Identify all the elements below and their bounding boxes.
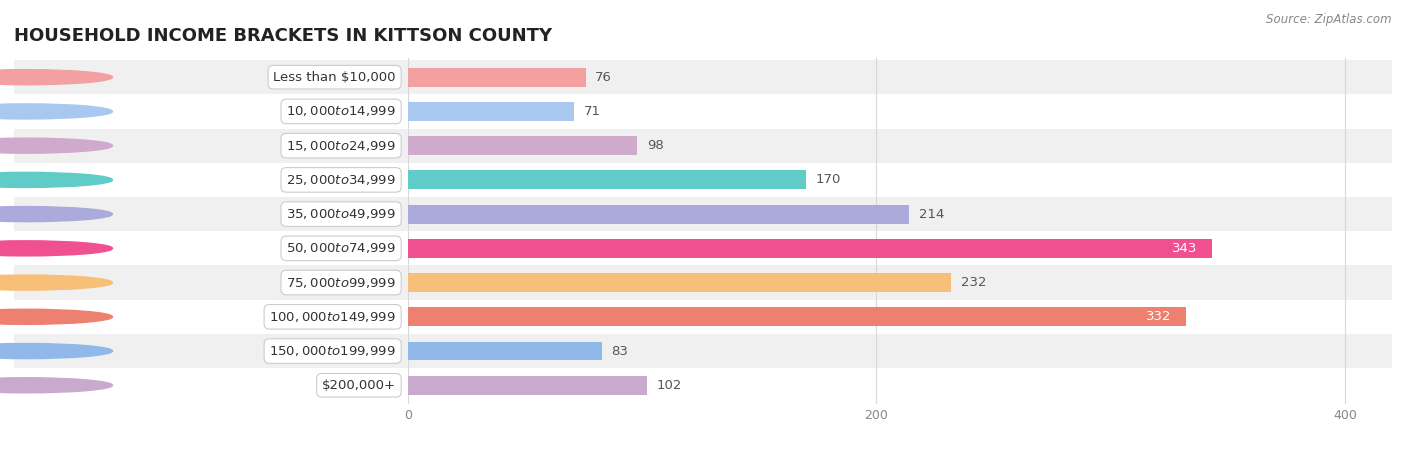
Bar: [408, 342, 602, 361]
Bar: [408, 376, 647, 395]
Text: 98: 98: [647, 139, 664, 152]
Bar: [384, 60, 1406, 94]
Bar: [384, 163, 1406, 197]
Bar: [408, 102, 574, 121]
Text: 170: 170: [815, 173, 841, 186]
Text: $75,000 to $99,999: $75,000 to $99,999: [287, 276, 396, 290]
Bar: [0, 94, 1406, 128]
Bar: [408, 205, 910, 224]
Bar: [0, 128, 1406, 163]
Bar: [0, 299, 1406, 334]
Circle shape: [0, 241, 112, 256]
Text: $15,000 to $24,999: $15,000 to $24,999: [287, 139, 396, 153]
Circle shape: [0, 309, 112, 324]
Text: $35,000 to $49,999: $35,000 to $49,999: [287, 207, 396, 221]
Text: Less than $10,000: Less than $10,000: [273, 70, 396, 84]
Text: $10,000 to $14,999: $10,000 to $14,999: [287, 105, 396, 119]
Bar: [0, 231, 1406, 265]
Bar: [384, 231, 1406, 265]
Bar: [408, 171, 806, 189]
Text: 102: 102: [657, 379, 682, 392]
Circle shape: [0, 138, 112, 153]
Bar: [384, 128, 1406, 163]
Text: 343: 343: [1173, 242, 1198, 255]
Bar: [408, 136, 637, 155]
Text: 83: 83: [612, 344, 628, 357]
Circle shape: [0, 172, 112, 187]
Text: 332: 332: [1146, 310, 1171, 323]
Text: 232: 232: [960, 276, 986, 289]
Bar: [384, 299, 1406, 334]
Bar: [384, 265, 1406, 299]
Bar: [384, 334, 1406, 368]
Text: 71: 71: [583, 105, 600, 118]
Circle shape: [0, 207, 112, 222]
Text: $25,000 to $34,999: $25,000 to $34,999: [287, 173, 396, 187]
Bar: [408, 308, 1185, 326]
Circle shape: [0, 275, 112, 290]
Bar: [0, 265, 1406, 299]
Text: 214: 214: [918, 207, 943, 220]
Text: $50,000 to $74,999: $50,000 to $74,999: [287, 242, 396, 255]
Bar: [384, 368, 1406, 402]
Bar: [0, 334, 1406, 368]
Bar: [408, 68, 586, 87]
Text: $200,000+: $200,000+: [322, 379, 396, 392]
Text: $150,000 to $199,999: $150,000 to $199,999: [270, 344, 396, 358]
Bar: [408, 239, 1212, 258]
Bar: [0, 197, 1406, 231]
Circle shape: [0, 378, 112, 393]
Circle shape: [0, 104, 112, 119]
Bar: [0, 368, 1406, 402]
Bar: [384, 197, 1406, 231]
Bar: [408, 273, 952, 292]
Text: HOUSEHOLD INCOME BRACKETS IN KITTSON COUNTY: HOUSEHOLD INCOME BRACKETS IN KITTSON COU…: [14, 27, 553, 45]
Bar: [384, 94, 1406, 128]
Circle shape: [0, 70, 112, 85]
Circle shape: [0, 343, 112, 359]
Text: $100,000 to $149,999: $100,000 to $149,999: [270, 310, 396, 324]
Text: 76: 76: [595, 70, 612, 84]
Text: Source: ZipAtlas.com: Source: ZipAtlas.com: [1267, 13, 1392, 26]
Bar: [0, 60, 1406, 94]
Bar: [0, 163, 1406, 197]
